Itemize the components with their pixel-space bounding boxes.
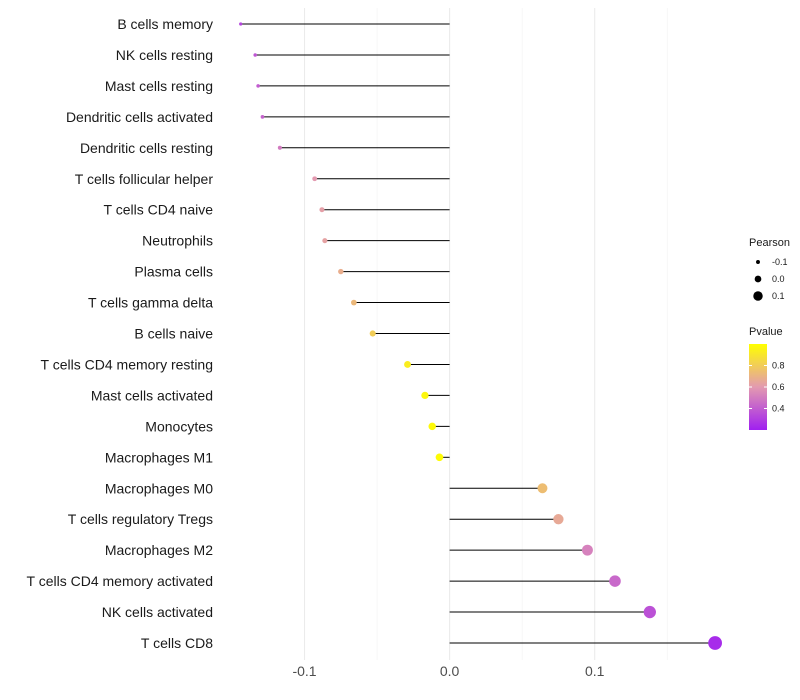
y-tick-label: Macrophages M0 <box>105 480 213 496</box>
y-tick-label: Dendritic cells activated <box>66 109 213 125</box>
y-tick-label: T cells CD8 <box>141 635 213 651</box>
x-tick-label: -0.1 <box>292 663 316 679</box>
lollipop-point <box>351 299 357 306</box>
lollipop-point <box>428 422 436 431</box>
lollipop-point <box>708 636 722 650</box>
lollipop-point <box>260 115 265 119</box>
size-legend: Pearson -0.1 0.0 0.1 <box>749 237 790 301</box>
lollipop-point <box>253 53 257 57</box>
lollipop-point <box>581 544 593 556</box>
lollipop-point <box>256 84 260 88</box>
y-tick-label: Mast cells resting <box>105 78 213 94</box>
y-tick-label: Macrophages M1 <box>105 449 213 465</box>
pvalue-colorbar <box>749 344 767 430</box>
colorbar-label: 0.8 <box>772 361 785 371</box>
y-tick-label: Macrophages M2 <box>105 542 213 558</box>
lollipop-point <box>421 391 429 400</box>
y-tick-label: B cells naive <box>134 326 213 342</box>
y-tick-label: B cells memory <box>117 16 213 32</box>
lollipop-point <box>312 176 318 182</box>
y-tick-label: T cells CD4 memory resting <box>41 356 213 372</box>
lollipop-point <box>553 514 564 525</box>
y-tick-label: Dendritic cells resting <box>80 140 213 156</box>
y-tick-label: T cells CD4 naive <box>104 202 214 218</box>
color-legend: Pvalue 0.4 0.6 0.8 <box>749 326 785 430</box>
size-legend-key <box>753 291 763 301</box>
y-tick-label: T cells follicular helper <box>75 171 214 187</box>
colorbar-label: 0.4 <box>772 404 785 414</box>
lollipop-point <box>537 483 548 494</box>
y-tick-label: Monocytes <box>145 418 213 434</box>
lollipop-point <box>404 360 412 368</box>
size-legend-label: 0.1 <box>772 291 785 301</box>
lollipop-point <box>322 238 328 244</box>
size-legend-key <box>756 260 760 264</box>
grid-lines <box>303 8 668 660</box>
size-legend-label: 0.0 <box>772 274 785 284</box>
size-legend-title: Pearson <box>749 237 790 249</box>
y-tick-labels: B cells memory NK cells resting Mast cells… <box>27 16 214 651</box>
lollipop-point <box>643 605 656 619</box>
lollipop-point <box>609 575 621 587</box>
lollipop-point <box>435 453 444 462</box>
lollipop-point <box>338 268 344 275</box>
colorbar-label: 0.6 <box>772 382 785 392</box>
color-legend-title: Pvalue <box>749 326 783 338</box>
lollipop-point <box>319 207 325 213</box>
y-tick-label: NK cells activated <box>102 604 213 620</box>
y-tick-label: NK cells resting <box>116 47 213 63</box>
y-tick-label: T cells regulatory Tregs <box>68 511 213 527</box>
lollipop-stems <box>240 23 716 644</box>
y-tick-label: Mast cells activated <box>91 387 213 403</box>
x-tick-labels: -0.1 0.0 0.1 <box>292 663 604 679</box>
x-tick-label: 0.1 <box>585 663 605 679</box>
size-legend-label: -0.1 <box>772 257 788 267</box>
y-tick-label: Plasma cells <box>134 264 213 280</box>
y-tick-label: T cells CD4 memory activated <box>27 573 213 589</box>
x-tick-label: 0.0 <box>440 663 460 679</box>
size-legend-key <box>754 275 762 283</box>
lollipop-point <box>369 330 376 337</box>
lollipop-points <box>239 22 722 650</box>
y-tick-label: T cells gamma delta <box>88 295 213 311</box>
lollipop-point <box>277 145 282 150</box>
y-tick-label: Neutrophils <box>142 233 213 249</box>
lollipop-point <box>239 22 243 26</box>
